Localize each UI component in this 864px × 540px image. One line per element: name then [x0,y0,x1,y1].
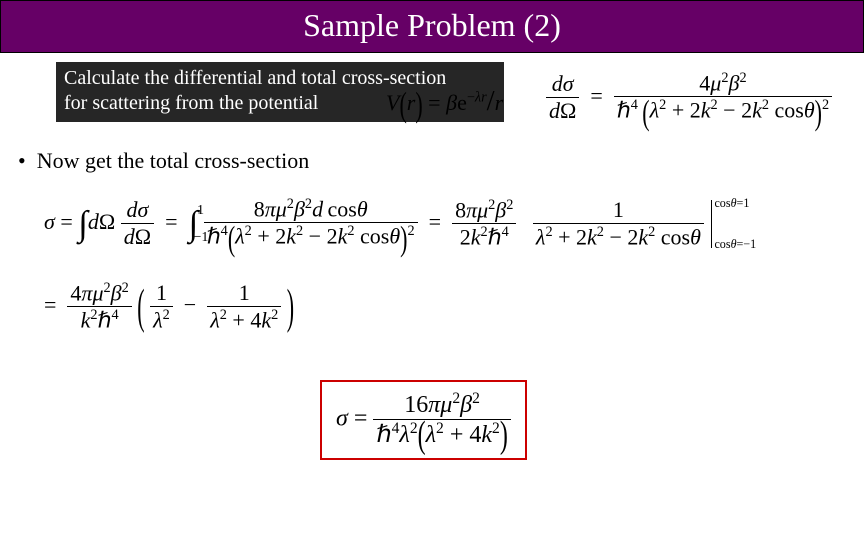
final-result-box: σ = 16πμ2β2 ℏ4λ2(λ2 + 4k2) [320,380,527,460]
potential-formula: V(r) = βe−λr/r [380,84,509,120]
total-cross-section-derivation-1: σ = ∫dΩ dσdΩ = ∫−11 8πμ2β2d cosθ ℏ4(λ2 +… [44,196,714,252]
problem-line-2: for scattering from the potential [64,92,318,114]
differential-cross-section-formula: dσdΩ = 4μ2β2 ℏ4 (λ2 + 2k2 − 2k2 cosθ)2 [546,70,832,126]
total-cross-section-derivation-2: = 4πμ2β2 k2ℏ4 ( 1λ2 − 1λ2 + 4k2 ) [44,280,294,334]
bullet-text: Now get the total cross-section [37,148,310,173]
slide-title: Sample Problem (2) [303,7,561,43]
slide-title-bar: Sample Problem (2) [0,0,864,53]
bullet-line: • Now get the total cross-section [18,148,309,174]
